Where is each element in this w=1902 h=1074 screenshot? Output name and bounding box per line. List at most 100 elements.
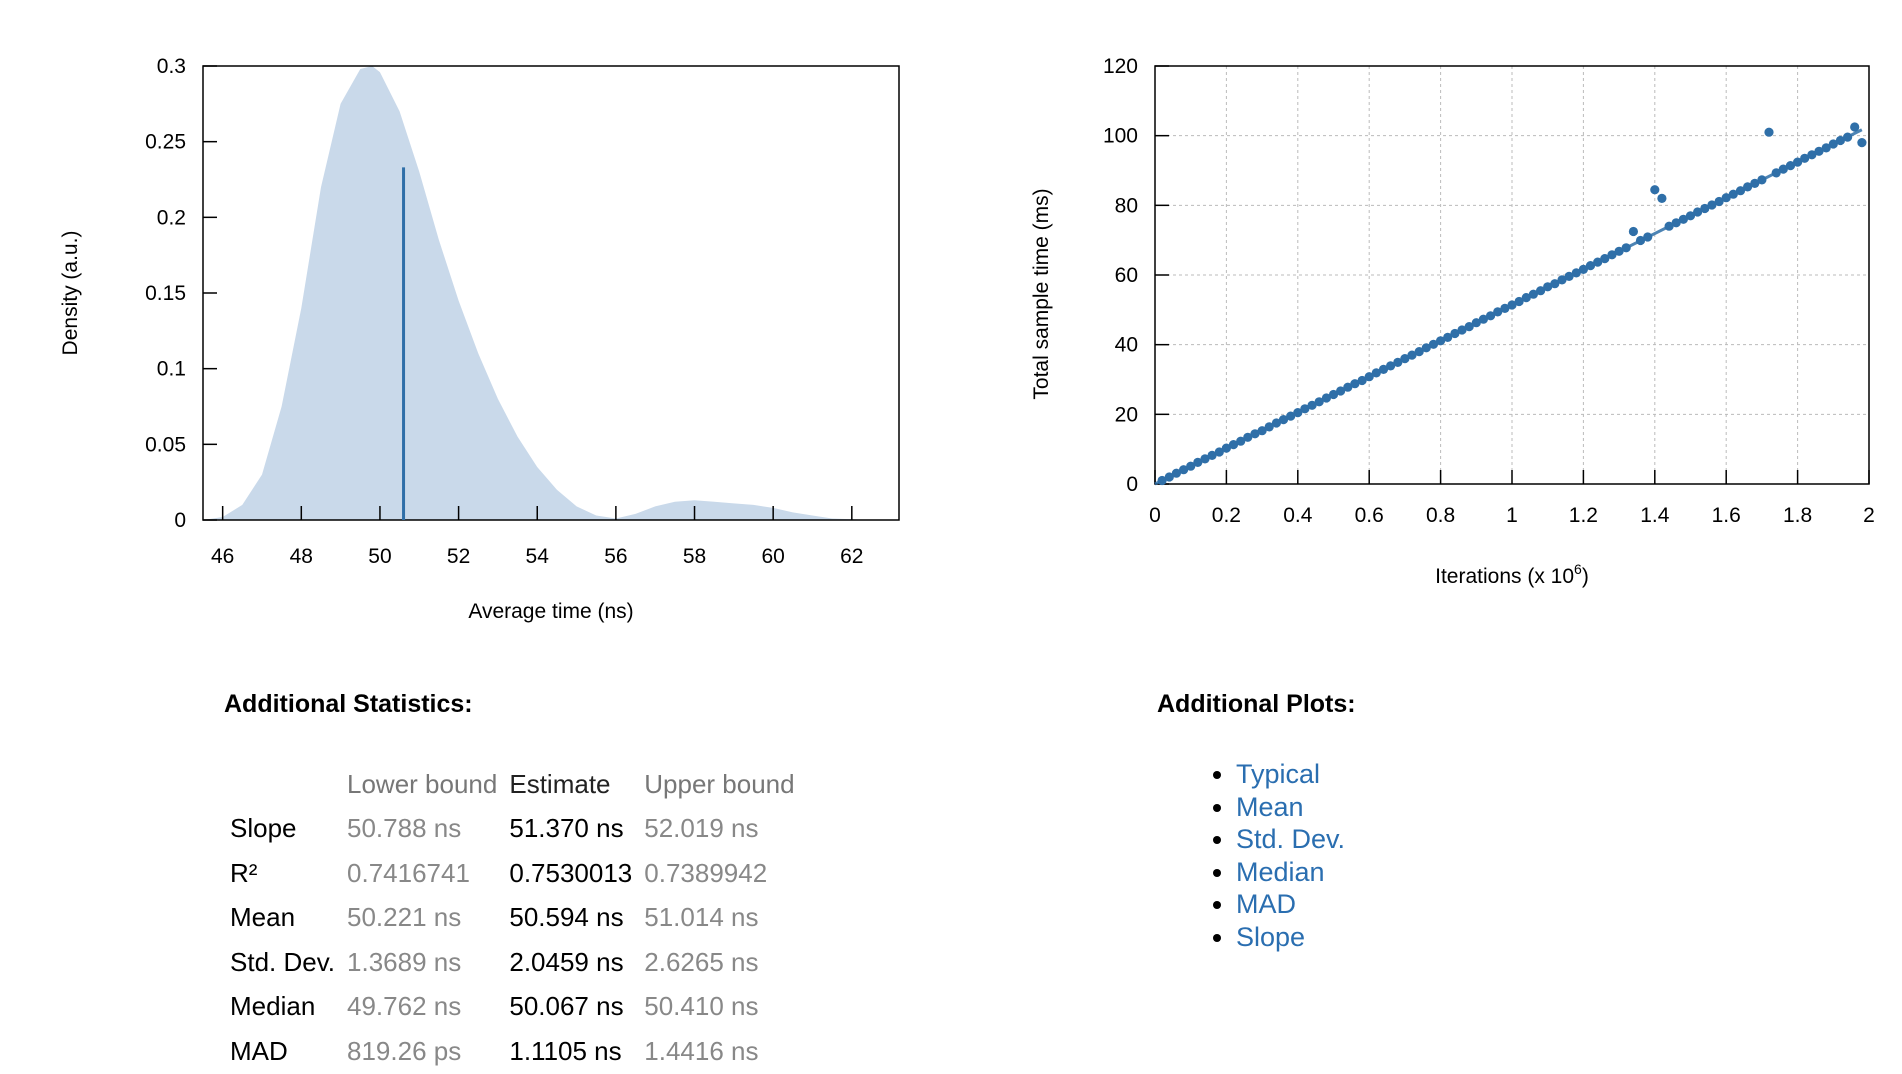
regression-point — [1321, 393, 1331, 403]
density-x-tick-label: 62 — [840, 545, 863, 568]
plot-link-std-dev[interactable]: Std. Dev. — [1236, 824, 1346, 854]
regression-point — [1650, 185, 1660, 195]
regression-point — [1821, 143, 1831, 153]
regression-point — [1814, 146, 1824, 156]
plot-link-slope[interactable]: Slope — [1236, 921, 1306, 952]
list-item: Typical — [1236, 758, 1345, 791]
upper-bound-value: 2.6265 ns — [644, 946, 759, 977]
density-x-tick-label: 46 — [211, 545, 234, 568]
regression-point — [1307, 400, 1317, 410]
regression-chart: 0 0.2 0.4 0.6 0.8 1 1.2 1.4 1.6 1.8 2 0 20 40 60 80 100… — [1103, 55, 1875, 588]
regression-point — [1386, 361, 1396, 371]
estimate-value: 2.0459 ns — [509, 946, 624, 977]
density-y-ticks: 0 0.05 0.1 0.15 0.2 0.25 0.3 — [145, 55, 217, 532]
regression-point — [1764, 127, 1774, 137]
regression-point — [1514, 296, 1524, 307]
regression-point — [1343, 382, 1353, 392]
regression-point — [1528, 289, 1538, 299]
plot-link-median[interactable]: Median — [1236, 856, 1325, 887]
list-item: Median — [1236, 856, 1345, 889]
statistics-header-row: Lower bound Estimate Upper bound — [224, 762, 801, 807]
table-row: Std. Dev. 1.3689 ns 2.0459 ns 2.6265 ns — [224, 940, 801, 985]
list-item: Slope — [1236, 921, 1345, 954]
regression-point — [1214, 447, 1224, 457]
density-x-tick-label: 58 — [683, 545, 706, 568]
plot-link-typical[interactable]: Typical — [1236, 759, 1321, 789]
regression-y-tick-label: 60 — [1115, 264, 1138, 287]
regression-point — [1300, 404, 1310, 414]
row-label: Median — [230, 991, 316, 1022]
regression-x-tick-label: 0.4 — [1283, 504, 1313, 527]
plot-link-mean[interactable]: Mean — [1236, 791, 1304, 822]
regression-y-tick-label: 100 — [1103, 125, 1138, 148]
header-estimate: Estimate — [509, 768, 611, 799]
regression-x-axis-label-main: Iterations (x 10 — [1435, 565, 1574, 588]
regression-point — [1564, 271, 1574, 281]
regression-point — [1400, 354, 1410, 364]
regression-grid — [1155, 66, 1869, 484]
table-row: MAD 819.26 ps 1.1105 ns 1.4416 ns — [224, 1029, 801, 1074]
regression-point — [1643, 232, 1653, 242]
regression-point — [1336, 386, 1346, 396]
regression-point — [1614, 246, 1624, 256]
regression-point — [1428, 339, 1439, 349]
estimate-value: 1.1105 ns — [509, 1035, 622, 1066]
regression-x-axis-label-suffix: ) — [1582, 565, 1589, 588]
regression-point — [1735, 186, 1746, 196]
regression-x-tick-label: 0.8 — [1426, 504, 1455, 527]
regression-x-tick-label: 2 — [1863, 504, 1875, 527]
regression-point — [1521, 293, 1531, 303]
regression-point — [1771, 168, 1781, 178]
estimate-value: 51.370 ns — [509, 813, 624, 844]
regression-point — [1471, 318, 1481, 328]
regression-point — [1714, 196, 1724, 207]
estimate-value: 0.7530013 — [509, 857, 633, 888]
regression-point — [1685, 211, 1696, 221]
list-item: MAD — [1236, 888, 1345, 921]
regression-point — [1286, 411, 1296, 421]
row-label: Mean — [230, 902, 296, 933]
regression-point — [1800, 153, 1810, 163]
density-y-tick-label: 0.05 — [145, 433, 186, 456]
regression-point — [1179, 465, 1189, 475]
regression-point — [1228, 440, 1239, 450]
density-y-axis-label: Density (a.u.) — [59, 231, 82, 356]
row-label: Std. Dev. — [230, 946, 336, 977]
regression-point — [1678, 214, 1688, 224]
regression-point — [1571, 268, 1581, 278]
table-row: Median 49.762 ns 50.067 ns 50.410 ns — [224, 985, 801, 1030]
regression-point — [1371, 368, 1381, 378]
regression-point — [1243, 432, 1253, 442]
lower-bound-value: 1.3689 ns — [347, 946, 462, 977]
regression-y-axis-label-text: Total sample time (ms) — [1030, 188, 1053, 399]
regression-point — [1700, 203, 1710, 214]
regression-x-tick-label: 1.6 — [1712, 504, 1741, 527]
regression-point — [1350, 379, 1360, 389]
density-y-tick-label: 0.1 — [157, 358, 186, 381]
regression-point — [1250, 429, 1260, 439]
regression-point — [1271, 418, 1281, 428]
regression-point — [1407, 350, 1417, 360]
regression-point — [1657, 193, 1667, 203]
regression-point — [1193, 457, 1203, 467]
regression-point — [1721, 193, 1731, 203]
additional-plots-title: Additional Plots: — [1157, 690, 1356, 718]
regression-point — [1364, 372, 1374, 382]
regression-point — [1378, 364, 1389, 374]
regression-point — [1593, 257, 1603, 267]
regression-point — [1728, 189, 1738, 199]
regression-point — [1164, 472, 1174, 482]
regression-point — [1443, 332, 1453, 342]
header-blank — [224, 762, 341, 807]
regression-point — [1457, 325, 1467, 335]
lower-bound-value: 50.788 ns — [347, 813, 462, 844]
regression-point — [1486, 311, 1496, 321]
regression-point — [1171, 468, 1181, 478]
upper-bound-value: 50.410 ns — [644, 991, 759, 1022]
density-x-tick-label: 52 — [447, 545, 470, 568]
regression-x-axis-label-exponent: 6 — [1574, 561, 1582, 577]
plot-link-mad[interactable]: MAD — [1236, 889, 1296, 919]
regression-point — [1585, 261, 1596, 271]
regression-point — [1264, 422, 1274, 432]
header-lower-bound: Lower bound — [347, 768, 498, 799]
